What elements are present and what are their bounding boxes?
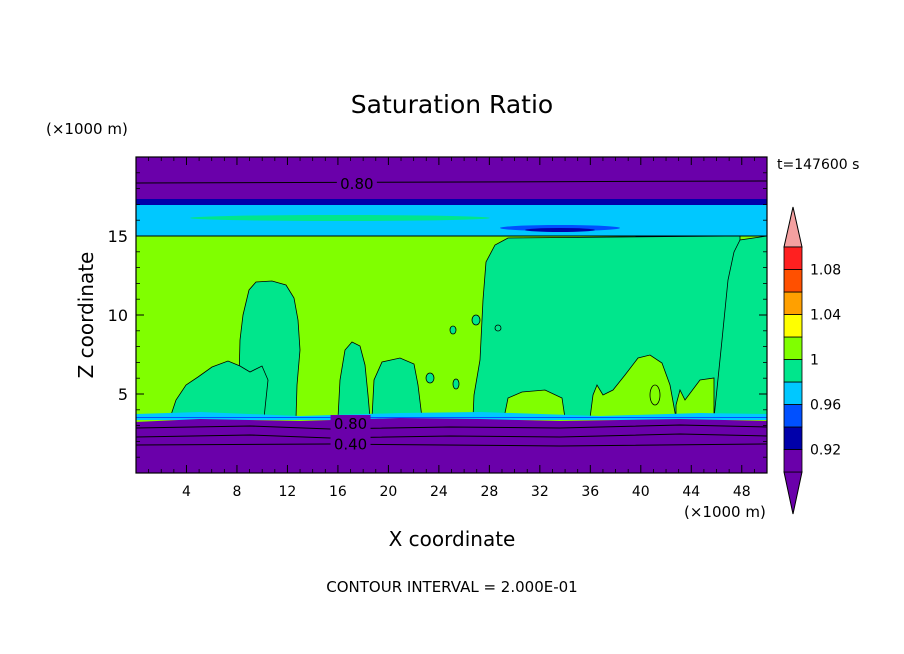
y-unit-label: (×1000 m) [46, 120, 128, 138]
small-cell-c [449, 325, 457, 335]
small-cell-e [494, 324, 502, 332]
x-axis-label: X coordinate [389, 527, 516, 551]
y-axis-label: Z coordinate [74, 252, 98, 379]
contour-0.80-lower [136, 424, 767, 430]
saturated-cell-1-left [169, 360, 269, 419]
x-tick-label: 24 [430, 484, 448, 500]
colorbar-swatch [783, 359, 803, 383]
colorbar-swatch [783, 246, 803, 270]
contour-0.40-lower [136, 443, 767, 447]
gap-pocket [675, 377, 715, 419]
contour-plot-area [136, 157, 767, 473]
contour-label: 0.80 [334, 415, 367, 433]
contour-label-bg [330, 415, 371, 432]
saturated-cell-2 [337, 341, 371, 419]
chart-title: Saturation Ratio [351, 90, 553, 119]
x-tick-label: 28 [480, 484, 498, 500]
colorbar-tick-label: 1 [810, 353, 819, 369]
x-tick-label: 20 [379, 484, 397, 500]
small-cell-f [452, 378, 460, 390]
contour-interval-note: CONTOUR INTERVAL = 2.000E-01 [326, 578, 577, 596]
colorbar-tick-label: 1.04 [810, 308, 841, 324]
x-tick-label: 40 [632, 484, 650, 500]
contour-label-bg [330, 435, 371, 452]
x-tick-label: 48 [733, 484, 751, 500]
humid-band-cyan [136, 205, 767, 236]
x-tick-label: 36 [581, 484, 599, 500]
saturated-cell-5 [713, 235, 767, 419]
colorbar-swatch [783, 449, 803, 473]
x-axis-ticks: 4 8 12 16 20 24 28 32 36 40 44 48 [148, 157, 755, 500]
x-tick-label: 44 [682, 484, 700, 500]
x-tick-label: 16 [329, 484, 347, 500]
x-unit-label: (×1000 m) [684, 503, 766, 521]
contour-0.60-lower [136, 433, 767, 439]
x-tick-label: 4 [182, 484, 191, 500]
colorbar-tick-label: 1.08 [810, 263, 841, 279]
small-cell-a [649, 384, 661, 406]
colorbar-swatch [783, 269, 803, 293]
colorbar-swatch [783, 336, 803, 360]
colorbar-over-triangle [783, 206, 803, 248]
x-tick-label: 8 [232, 484, 241, 500]
y-tick-label: 5 [118, 385, 128, 404]
contour-labels: 0.80 0.80 0.40 [330, 174, 377, 454]
colorbar-tick-label: 0.92 [810, 443, 841, 459]
colorbar-swatch [783, 404, 803, 428]
colorbar-swatch [783, 381, 803, 405]
colorbar-swatch [783, 314, 803, 338]
contour-0.80-upper [136, 180, 767, 184]
colorbar: 0.92 0.96 1 1.04 1.08 [783, 206, 841, 515]
small-cell-d [471, 314, 481, 326]
contour-label: 0.40 [334, 436, 367, 454]
saturated-cell-4 [472, 235, 741, 419]
y-axis-ticks: 5 10 15 [108, 172, 767, 458]
humid-band-inner [190, 215, 490, 221]
small-cell-b [425, 372, 435, 384]
time-label: t=147600 s [777, 157, 859, 173]
colorbar-swatch [783, 291, 803, 315]
y-tick-label: 15 [108, 227, 128, 246]
x-tick-label: 32 [531, 484, 549, 500]
colorbar-swatch [783, 426, 803, 450]
colorbar-tick-label: 0.96 [810, 398, 841, 414]
x-tick-label: 12 [279, 484, 297, 500]
upper-blue-strip [136, 199, 767, 206]
colorbar-under-triangle [783, 471, 803, 515]
humid-band-navy [525, 228, 595, 232]
contour-label: 0.80 [340, 175, 373, 193]
saturated-cell-3 [371, 357, 423, 419]
y-tick-label: 10 [108, 306, 128, 325]
contour-label-bg [336, 174, 377, 191]
lower-humid-edge-blue [136, 417, 767, 418]
